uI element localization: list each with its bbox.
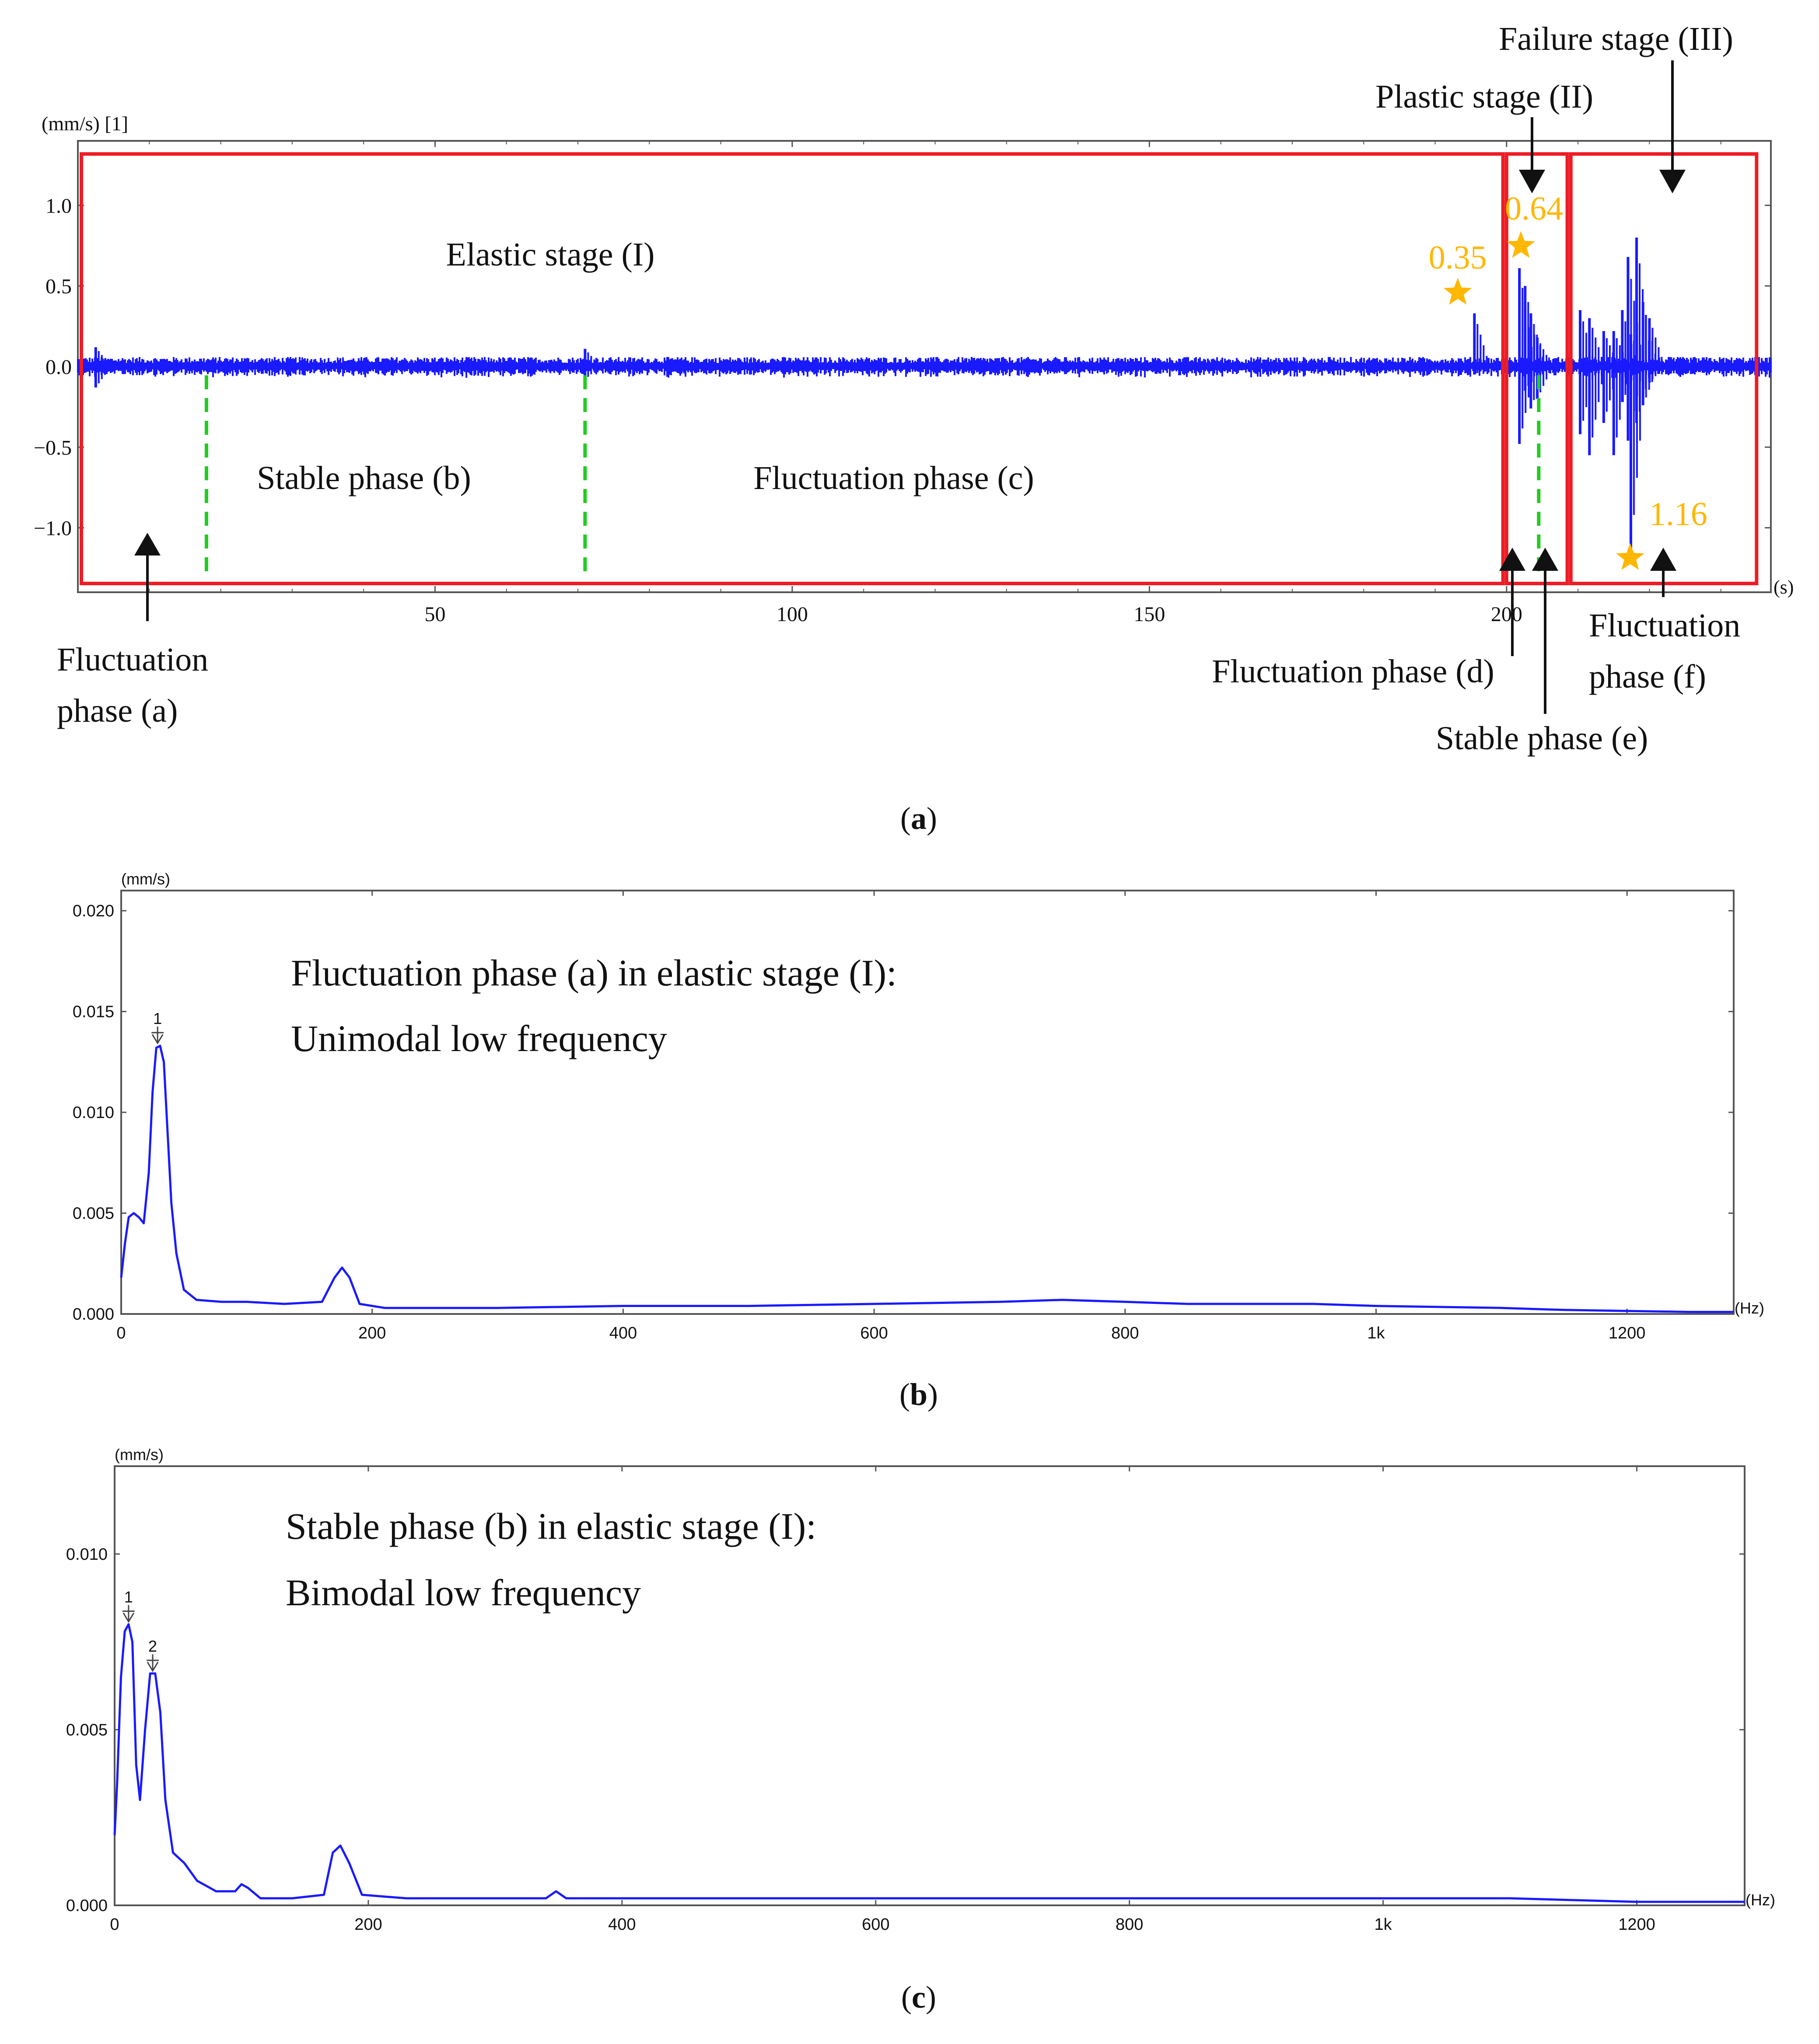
arrow-to-stable-e <box>1532 548 1558 714</box>
spectrum-line <box>120 1045 1734 1313</box>
x-tick-label: 50 <box>424 603 445 626</box>
y-tick-label: −0.5 <box>34 436 72 459</box>
panel-a-x-axis: 50 100 150 200 <box>149 141 1721 626</box>
x-tick-label: 1k <box>1375 1915 1392 1934</box>
panel-a-peak-markers: 0.35 0.64 1.16 <box>1429 190 1707 570</box>
panel-c-x-axis: 0 200 400 600 800 1k 1200 <box>110 1466 1655 1934</box>
panel-c-annotation-line2: Bimodal low frequency <box>286 1572 641 1614</box>
phase-label-fluctuation-d: Fluctuation phase (d) <box>1212 653 1494 690</box>
y-tick-label: 0.5 <box>45 275 72 298</box>
x-tick-label: 600 <box>862 1915 889 1934</box>
panel-b-annotation-line2: Unimodal low frequency <box>291 1017 667 1059</box>
peak-marker-label: 1 <box>153 1010 162 1027</box>
stage-label-plastic: Plastic stage (II) <box>1375 78 1593 115</box>
x-tick-label: 0 <box>116 1324 126 1342</box>
y-tick-label: 0.005 <box>66 1721 108 1739</box>
panel-b-peak-markers: 1 <box>151 1010 164 1045</box>
panel-c-spectrum-series <box>113 1623 1745 1903</box>
peak-value-label: 0.64 <box>1505 190 1563 227</box>
y-tick-label: 0.010 <box>73 1104 114 1122</box>
peak-marker-arrowhead <box>147 1662 159 1672</box>
phase-label-fluctuation-f-line1: Fluctuation <box>1589 607 1740 644</box>
y-tick-label: 0.010 <box>66 1545 108 1564</box>
panel-b-y-unit: (mm/s) <box>121 870 170 888</box>
panel-b-annotation-line1: Fluctuation phase (a) in elastic stage (… <box>291 952 897 994</box>
x-tick-label: 100 <box>777 603 808 626</box>
arrow-to-fluctuation-d <box>1499 548 1525 656</box>
panel-b-spectrum: 0.000 0.005 0.010 0.015 0.020 0 200 400 600 800 1… <box>73 870 1764 1412</box>
panel-c-y-axis: 0.000 0.005 0.010 <box>66 1545 1745 1915</box>
panel-c-x-unit: (Hz) <box>1746 1891 1775 1909</box>
spectrum-line <box>113 1623 1745 1903</box>
peak-value-label: 0.35 <box>1429 239 1487 276</box>
panel-a-phase-dividers <box>204 375 1541 575</box>
panel-b-x-axis: 0 200 400 600 800 1k 1200 <box>116 891 1645 1342</box>
x-tick-label: 800 <box>1116 1915 1143 1934</box>
phase-label-fluctuation-f-line2: phase (f) <box>1589 658 1706 695</box>
y-tick-label: 1.0 <box>45 194 72 217</box>
peak-marker-arrowhead <box>122 1612 135 1623</box>
x-tick-label: 600 <box>860 1324 888 1342</box>
y-tick-label: 0.005 <box>73 1205 114 1223</box>
y-tick-label: 0.015 <box>73 1003 114 1021</box>
panel-a-x-unit: (s) <box>1774 577 1794 598</box>
panel-b-spectrum-series <box>120 1045 1734 1313</box>
panel-b-x-unit: (Hz) <box>1735 1299 1764 1317</box>
arrow-to-failure-stage <box>1659 60 1686 193</box>
x-tick-label: 200 <box>1491 603 1522 626</box>
arrow-to-fluctuation-f <box>1650 548 1676 597</box>
phase-label-stable-b: Stable phase (b) <box>257 460 471 496</box>
panel-b-plot-frame <box>120 890 1735 1315</box>
peak-star <box>1443 278 1472 305</box>
x-tick-label: 1200 <box>1609 1324 1646 1342</box>
stage-label-elastic: Elastic stage (I) <box>446 236 655 273</box>
panel-a-caption: (a) <box>900 801 937 836</box>
peak-star <box>1507 231 1535 258</box>
panel-a-signal-series <box>77 238 1772 552</box>
x-tick-label: 1k <box>1367 1324 1385 1342</box>
phase-label-fluctuation-c: Fluctuation phase (c) <box>753 460 1034 496</box>
x-tick-label: 400 <box>609 1324 637 1342</box>
x-tick-label: 150 <box>1133 603 1165 626</box>
stage-label-failure: Failure stage (III) <box>1499 21 1733 57</box>
x-tick-label: 0 <box>110 1915 119 1934</box>
panel-b-y-axis: 0.000 0.005 0.010 0.015 0.020 <box>73 902 1734 1324</box>
panel-c-y-unit: (mm/s) <box>115 1446 164 1464</box>
phase-label-fluctuation-a-line1: Fluctuation <box>57 641 208 678</box>
peak-marker-arrowhead <box>151 1034 164 1045</box>
peak-value-label: 1.16 <box>1649 496 1707 533</box>
panel-b-caption: (b) <box>899 1377 938 1412</box>
panel-a-time-history: 1.0 0.5 0.0 −0.5 −1.0 50 100 150 200 (mm/s) [1]… <box>34 21 1794 836</box>
y-tick-label: 0.000 <box>73 1305 114 1324</box>
x-tick-label: 800 <box>1111 1324 1139 1342</box>
peak-marker-label: 2 <box>148 1637 157 1655</box>
y-tick-label: −1.0 <box>34 517 72 540</box>
panel-c-annotation-line1: Stable phase (b) in elastic stage (I): <box>286 1505 816 1547</box>
x-tick-label: 200 <box>354 1915 382 1934</box>
panel-c-plot-frame <box>114 1465 1746 1906</box>
panel-c-caption: (c) <box>901 1980 936 2015</box>
y-tick-label: 0.000 <box>66 1897 108 1915</box>
peak-marker-label: 1 <box>124 1588 133 1606</box>
phase-label-stable-e: Stable phase (e) <box>1436 720 1648 757</box>
x-tick-label: 1200 <box>1618 1915 1655 1934</box>
y-tick-label: 0.020 <box>73 902 114 920</box>
panel-c-peak-markers: 12 <box>122 1588 159 1672</box>
peak-star <box>1616 543 1644 570</box>
x-tick-label: 200 <box>358 1324 386 1342</box>
y-tick-label: 0.0 <box>45 356 72 379</box>
panel-c-spectrum: 0.000 0.005 0.010 0 200 400 600 800 1k 1200 (mm/… <box>66 1446 1775 2015</box>
stage-box <box>1504 152 1569 585</box>
phase-label-fluctuation-a-line2: phase (a) <box>57 692 178 729</box>
panel-a-y-unit: (mm/s) [1] <box>42 112 128 135</box>
arrow-to-plastic-stage <box>1519 117 1545 193</box>
stage-box <box>80 152 1505 585</box>
arrow-to-fluctuation-a <box>134 533 161 621</box>
x-tick-label: 400 <box>608 1915 636 1934</box>
